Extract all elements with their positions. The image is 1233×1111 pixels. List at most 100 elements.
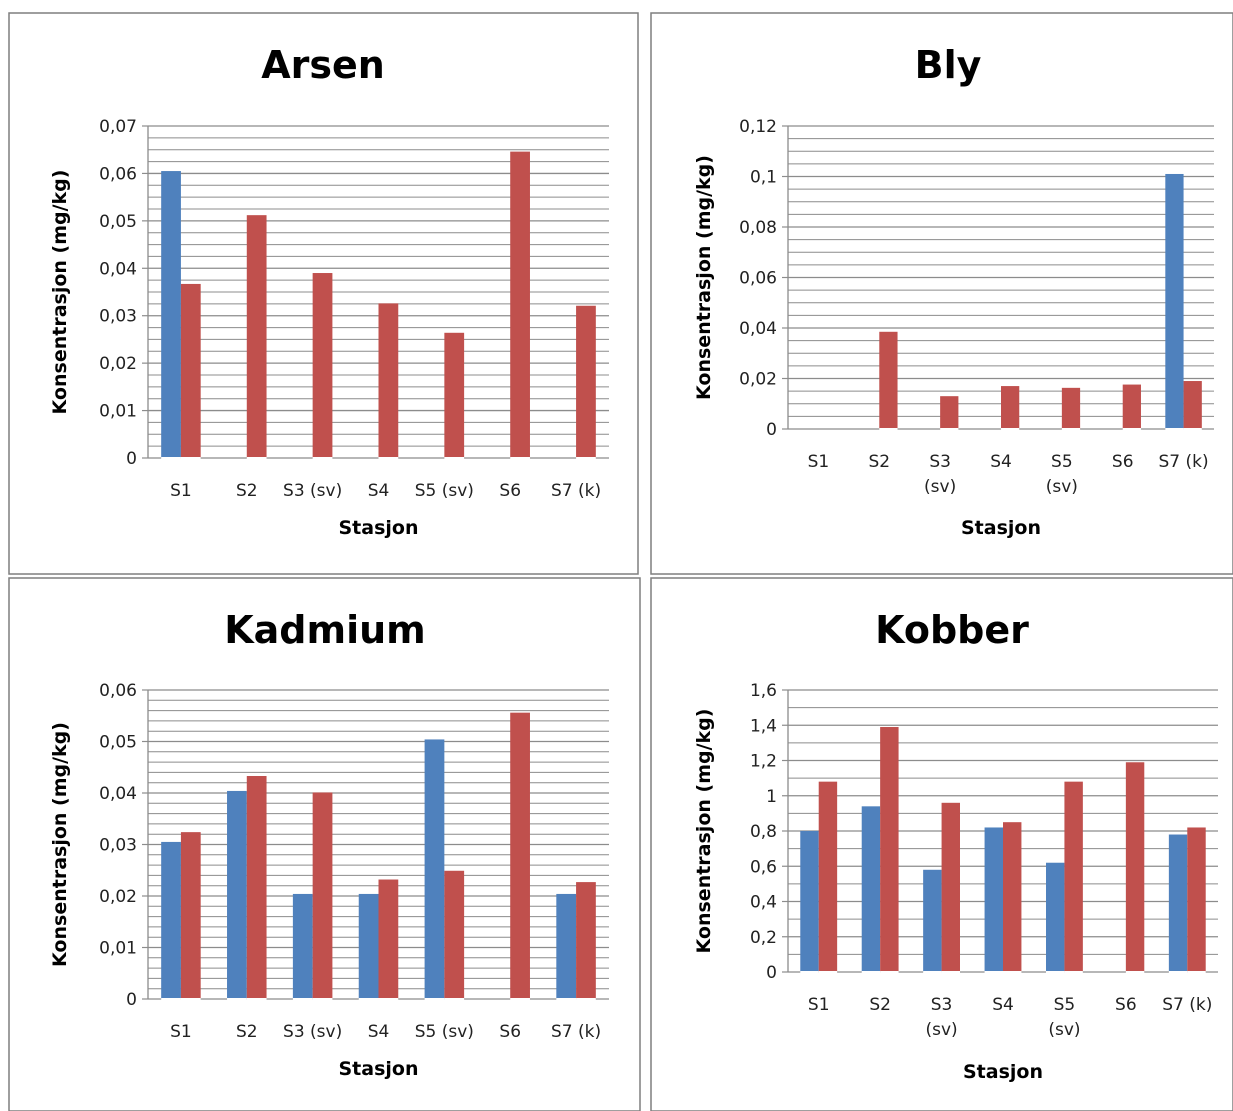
y-tick-label: 0,01	[99, 939, 137, 959]
x-tick-label: S7 (k)	[551, 1022, 601, 1042]
y-tick-label: 0,05	[99, 733, 137, 753]
y-tick-label: 0,02	[99, 887, 137, 907]
y-axis-label: Konsentrasjon (mg/kg)	[693, 709, 715, 954]
bar-series-2-s7-k	[576, 305, 596, 458]
bar-series-2-s5-sv	[444, 332, 465, 458]
y-tick-label: 0,04	[739, 319, 777, 339]
bar-series-2-s6	[510, 712, 530, 999]
y-tick-label: 0	[766, 963, 777, 983]
y-tick-label: 0	[126, 449, 137, 469]
y-tick-label: 0,1	[750, 168, 777, 188]
x-tick-label: S1	[808, 995, 830, 1015]
bar-series-2-s2	[246, 215, 267, 458]
bar-series-1-s4	[984, 827, 1003, 972]
bar-series-2-s5-sv	[444, 870, 465, 999]
x-axis-label: Stasjon	[339, 517, 419, 539]
x-axis-label: Stasjon	[963, 1061, 1043, 1083]
y-tick-label: 0,2	[750, 928, 777, 948]
bar-series-2-s4	[1001, 386, 1020, 429]
bar-series-2-s1	[180, 832, 201, 999]
x-tick-label: S4	[992, 995, 1014, 1015]
chart-title: Arsen	[261, 43, 385, 87]
bar-series-2-s6	[510, 151, 530, 458]
y-tick-label: 0,06	[99, 164, 137, 184]
y-tick-label: 0,06	[99, 681, 137, 701]
bar-series-2-s3-sv	[940, 396, 959, 429]
chart-title: Kobber	[875, 608, 1029, 652]
x-tick-label: S6	[1112, 452, 1134, 472]
y-tick-label: 0	[126, 990, 137, 1010]
bar-series-2-s2	[880, 727, 899, 972]
x-tick-label: S2	[869, 995, 891, 1015]
bar-series-1-s3-sv	[923, 869, 942, 972]
x-tick-label: S4	[368, 481, 390, 501]
y-tick-label: 0,04	[99, 784, 137, 804]
x-tick-label: S1	[170, 481, 192, 501]
bar-series-1-s4	[358, 893, 379, 999]
x-tick-label: (sv)	[925, 1020, 957, 1040]
bar-series-2-s6	[1122, 384, 1141, 429]
x-tick-label: S3	[931, 995, 953, 1015]
chart-title: Bly	[915, 43, 982, 87]
x-tick-label: S2	[868, 452, 890, 472]
x-tick-label: S5	[1051, 452, 1073, 472]
bar-series-2-s2	[879, 331, 898, 429]
chart-kadmium: Kadmium 0 0,01 0,02 0,03 0,04 0,05 0,06 S1 S2 S3 (…	[49, 608, 609, 1080]
chart-panel-frame-4	[650, 577, 1233, 1111]
bar-series-2-s5-sv	[1064, 781, 1083, 972]
bar-series-1-s7-k	[1168, 834, 1188, 972]
x-tick-label: S4	[990, 452, 1012, 472]
y-tick-label: 0,02	[739, 370, 777, 390]
y-tick-label: 0,4	[750, 893, 777, 913]
bar-series-1-s2	[227, 790, 247, 999]
x-tick-label: S1	[808, 452, 830, 472]
bar-series-2-s1	[818, 781, 838, 972]
x-axis-label: Stasjon	[961, 517, 1041, 539]
y-tick-label: 0,08	[739, 218, 777, 238]
x-tick-label: S2	[236, 481, 258, 501]
bar-series-2-s7-k	[1187, 827, 1206, 972]
y-tick-label: 0,04	[99, 259, 137, 279]
x-tick-label: S3 (sv)	[283, 1022, 342, 1042]
y-tick-label: 1,6	[750, 681, 777, 701]
x-tick-label: (sv)	[1048, 1020, 1080, 1040]
chart-bly: Bly 0 0,02 0,04 0,06 0,08 0,1 0,12 S1 S2 S3 (sv) S4 S…	[693, 43, 1214, 539]
x-tick-label: (sv)	[1046, 477, 1078, 497]
bar-series-2-s3-sv	[312, 792, 333, 999]
y-axis-label: Konsentrasjon (mg/kg)	[49, 170, 71, 415]
bar-series-2-s2	[246, 776, 267, 999]
bar-series-2-s3-sv	[941, 802, 960, 972]
x-tick-label: S4	[368, 1022, 390, 1042]
chart-kobber: Kobber 0 0,2 0,4 0,6 0,8 1 1,2 1,4 1,6 S1 S2 S3 (sv) S…	[693, 608, 1218, 1083]
x-tick-label: S3 (sv)	[283, 481, 342, 501]
bar-series-2-s6	[1125, 762, 1145, 972]
x-tick-label: S3	[929, 452, 951, 472]
y-tick-label: 1,4	[750, 716, 777, 736]
x-tick-label: S5	[1054, 995, 1076, 1015]
chart-panel-frame-1	[8, 12, 639, 575]
bar-series-1-s5-sv	[424, 739, 445, 999]
bar-series-2-s5-sv	[1061, 387, 1081, 429]
x-tick-label: S1	[170, 1022, 192, 1042]
y-tick-label: 1,2	[750, 752, 777, 772]
bar-series-1-s3-sv	[292, 893, 313, 999]
bar-series-1-s7-k	[556, 893, 577, 999]
bar-series-1-s7-k	[1165, 173, 1184, 429]
x-tick-label: S6	[1115, 995, 1137, 1015]
chart-arsen: Arsen 0 0,01 0,02 0,03 0,04 0,05 0,06 0,07 S1 S2 S3…	[49, 43, 609, 539]
bar-series-1-s1	[800, 831, 819, 972]
bar-series-2-s7-k	[576, 882, 596, 999]
y-tick-label: 0,05	[99, 212, 137, 232]
y-axis-label: Konsentrasjon (mg/kg)	[693, 155, 715, 400]
bar-series-1-s2	[861, 806, 881, 972]
x-tick-label: S5 (sv)	[415, 481, 474, 501]
y-tick-label: 0,06	[739, 269, 777, 289]
x-tick-label: S7 (k)	[1159, 452, 1209, 472]
x-axis-label: Stasjon	[339, 1058, 419, 1080]
y-tick-label: 0,01	[99, 402, 137, 422]
x-tick-label: S6	[499, 1022, 521, 1042]
x-tick-label: S2	[236, 1022, 258, 1042]
bar-series-2-s4	[1003, 822, 1022, 972]
